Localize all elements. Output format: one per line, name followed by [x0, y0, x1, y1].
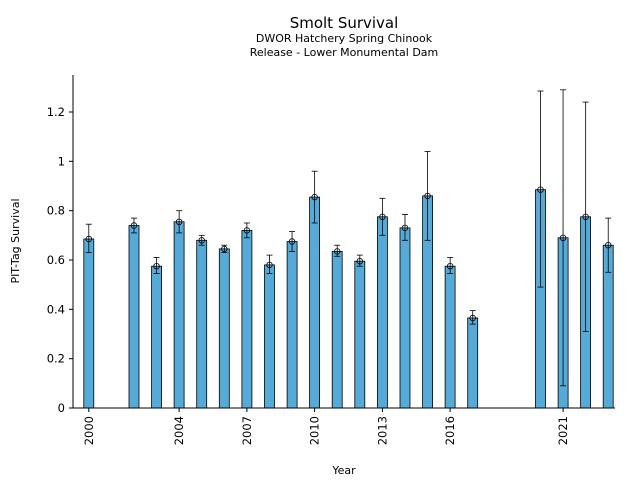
x-tick-label: 2004 — [172, 416, 186, 445]
point-marker-2012 — [356, 258, 364, 265]
chart-subtitle-line-2: Release - Lower Monumental Dam — [250, 46, 439, 59]
bar-2008 — [264, 264, 275, 409]
x-tick-label: 2007 — [240, 416, 254, 445]
x-tick-label: 2010 — [308, 416, 322, 445]
chart-subtitle-line-1: DWOR Hatchery Spring Chinook — [256, 32, 433, 45]
point-marker-2021 — [559, 234, 567, 241]
point-marker-2014 — [401, 224, 409, 232]
y-axis-label: PIT-Tag Survival — [9, 198, 22, 283]
bar-2000 — [83, 238, 95, 409]
chart-title: Smolt Survival — [290, 14, 399, 32]
axes — [72, 75, 615, 409]
bar-2010 — [309, 196, 321, 409]
y-tick-label: 1 — [58, 154, 65, 168]
x-tick-label: 2000 — [82, 416, 96, 445]
bar-2004 — [173, 221, 185, 409]
point-marker-2011 — [334, 248, 341, 255]
point-marker-2000 — [85, 235, 93, 243]
y-tick-label: 0.6 — [47, 253, 65, 267]
point-marker-2007 — [243, 227, 251, 234]
point-marker-2009 — [288, 238, 296, 245]
bar-2002 — [128, 225, 140, 409]
point-marker-2017 — [469, 314, 476, 322]
bar-2014 — [399, 227, 411, 409]
bar-2005 — [196, 239, 208, 409]
point-marker-2003 — [153, 263, 160, 270]
x-ticks: 2000 2004 2007 2010 2013 2016 2021 — [82, 408, 570, 445]
bar-2003 — [151, 265, 163, 409]
error-bar-group — [85, 89, 612, 387]
point-marker-2010 — [311, 193, 318, 201]
bar-2009 — [286, 241, 298, 409]
point-marker-2002 — [130, 222, 138, 229]
point-marker-2004 — [175, 218, 183, 225]
x-axis-label: Year — [331, 464, 356, 477]
y-tick-label: 0.4 — [47, 302, 65, 316]
point-marker-2020 — [537, 186, 544, 193]
bar-2011 — [331, 250, 343, 409]
x-tick-label: 2013 — [375, 416, 389, 445]
bar-2016 — [444, 265, 456, 409]
point-marker-2013 — [379, 213, 386, 220]
point-marker-2022 — [582, 213, 589, 220]
point-marker-2016 — [446, 263, 454, 270]
point-marker-2015 — [424, 192, 431, 200]
x-tick-label: 2016 — [443, 416, 457, 445]
point-marker-2006 — [221, 245, 228, 253]
bar-2006 — [218, 248, 230, 409]
bar-2013 — [376, 216, 388, 409]
bar-2012 — [354, 260, 366, 409]
x-tick-label: 2021 — [556, 416, 570, 445]
y-tick-label: 1.2 — [47, 105, 65, 119]
y-ticks: 0 0.2 0.4 0.6 0.8 1 1.2 — [47, 105, 73, 415]
point-marker-2005 — [198, 237, 205, 244]
point-marker-2023 — [605, 241, 612, 249]
y-tick-label: 0.8 — [47, 204, 65, 218]
bar-2017 — [467, 317, 479, 409]
y-tick-label: 0 — [58, 401, 65, 415]
bar-group — [83, 189, 614, 409]
bar-2007 — [241, 229, 253, 409]
y-tick-label: 0.2 — [47, 352, 65, 366]
point-marker-2008 — [266, 261, 273, 269]
